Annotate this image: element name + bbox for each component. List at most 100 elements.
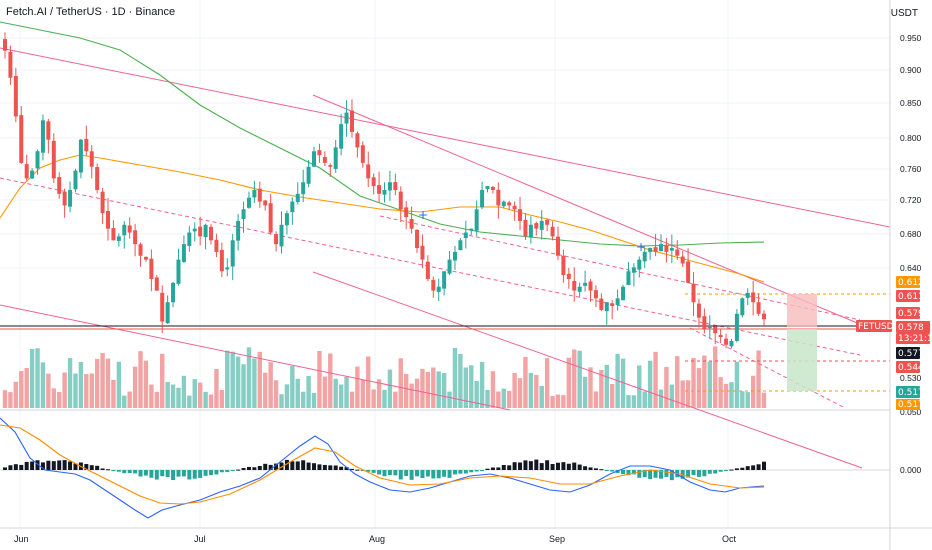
- y-tick-label: 0.640: [900, 263, 922, 273]
- volume-bar: [19, 371, 24, 408]
- volume-bar: [403, 373, 409, 408]
- macd-hist-bar: [198, 470, 203, 478]
- candle-body: [680, 256, 685, 264]
- y-tick-label: 0.760: [900, 164, 922, 174]
- y-tick-label: 0.050: [900, 407, 922, 417]
- candle-body: [371, 177, 376, 187]
- volume-bar: [263, 372, 268, 408]
- candle-body: [40, 120, 45, 153]
- cross-marker-sep: +: [636, 240, 646, 254]
- candle-body: [230, 240, 235, 267]
- macd-hist-bar: [539, 463, 544, 470]
- candle-body: [669, 248, 674, 251]
- candle-body: [290, 201, 295, 213]
- y-tick-label: 0.950: [900, 33, 922, 43]
- candle-body: [13, 75, 18, 117]
- volume-bar: [414, 378, 420, 408]
- candle-body: [664, 244, 669, 252]
- volume-bar: [599, 370, 604, 408]
- volume-bar: [740, 391, 745, 408]
- y-tick-label: 0.720: [900, 195, 922, 205]
- candle-body: [523, 219, 528, 237]
- volume-bar: [463, 367, 469, 408]
- macd-hist-bar: [377, 470, 382, 475]
- macd-hist-bar: [8, 465, 13, 470]
- volume-bar: [734, 361, 740, 408]
- macd-hist-bar: [642, 470, 647, 478]
- candle-body: [349, 110, 354, 132]
- volume-bar: [8, 392, 13, 408]
- candlesticks: [3, 32, 766, 349]
- volume-bar: [534, 375, 539, 408]
- position-reward-zone: [787, 329, 817, 391]
- price-tag: [896, 361, 920, 373]
- volume-bar: [496, 391, 501, 408]
- trendline-long-upper: [0, 47, 891, 228]
- volume-bar: [279, 394, 284, 408]
- candle-body: [577, 286, 582, 292]
- candle-body: [631, 267, 636, 273]
- volume-bar: [458, 353, 463, 408]
- candle-body: [382, 189, 387, 195]
- volume-bar: [371, 389, 376, 408]
- volume-bar: [523, 356, 528, 408]
- macd-hist-bar: [718, 470, 723, 472]
- candle-body: [707, 326, 712, 329]
- macd-hist-bar: [404, 470, 409, 476]
- candle-body: [425, 261, 430, 279]
- macd-hist-bar: [187, 470, 192, 480]
- volume-bar: [51, 388, 56, 408]
- volume-bar: [566, 357, 572, 408]
- volume-bar: [664, 366, 669, 408]
- price-axis[interactable]: [889, 0, 932, 550]
- macd-hist-bar: [658, 470, 663, 479]
- macd-hist-bar: [415, 470, 420, 477]
- volume-bar: [745, 392, 750, 408]
- macd-hist-bar: [360, 470, 365, 471]
- candle-body: [236, 220, 241, 241]
- candle-body: [51, 140, 56, 179]
- candle-body: [675, 249, 680, 256]
- volume-bar: [637, 365, 642, 408]
- price-tag-label: 0.577: [898, 349, 924, 359]
- volume-bar: [306, 375, 311, 408]
- candle-body: [322, 156, 327, 163]
- volume-bar: [675, 356, 680, 408]
- volume-bar: [593, 391, 599, 408]
- macd-hist-bar: [46, 460, 51, 470]
- candle-body: [490, 186, 495, 190]
- volume-bar: [165, 382, 170, 408]
- volume-bar: [322, 376, 328, 408]
- candle-body: [57, 177, 62, 194]
- macd-hist-bar: [480, 470, 485, 471]
- macd-hist-bar: [366, 470, 371, 472]
- candle-body: [203, 224, 208, 238]
- macd-hist-bar: [40, 462, 45, 470]
- volume-bar: [729, 382, 734, 408]
- volume-bar: [122, 395, 127, 408]
- candle-body: [219, 250, 224, 272]
- volume-bar: [360, 379, 366, 408]
- candle-body: [593, 290, 598, 299]
- price-tag: [896, 290, 920, 302]
- volume-bar: [447, 391, 452, 408]
- candle-body: [30, 170, 35, 179]
- volume-bar: [127, 391, 132, 408]
- price-tag: [896, 347, 920, 359]
- macd-hist-bar: [13, 464, 18, 470]
- candle-body: [198, 226, 203, 237]
- candle-body: [301, 182, 306, 195]
- candle-body: [658, 244, 663, 252]
- candle-body: [3, 39, 7, 51]
- macd-hist-bar: [328, 465, 333, 470]
- volume-bar: [647, 360, 653, 408]
- candle-body: [78, 139, 83, 173]
- macd-hist-bar: [225, 470, 230, 473]
- candle-body: [501, 201, 506, 207]
- macd-hist-bar: [669, 470, 674, 481]
- macd-hist-bar: [555, 462, 560, 470]
- macd-hist-bar: [122, 470, 127, 474]
- volume-bar: [57, 392, 62, 408]
- candle-body: [485, 186, 490, 190]
